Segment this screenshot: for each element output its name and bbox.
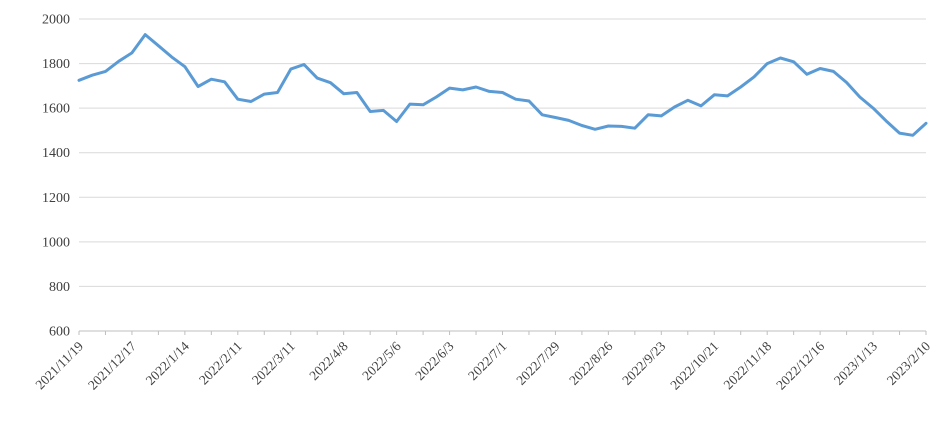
x-axis-label: 2022/3/11 — [249, 339, 298, 388]
y-axis-label: 1000 — [42, 235, 70, 250]
x-axis-label: 2022/6/3 — [412, 338, 457, 383]
series-line — [77, 33, 928, 137]
x-axis-label: 2022/2/11 — [196, 339, 245, 388]
x-axis-label: 2022/8/26 — [566, 338, 615, 387]
x-axis-label: 2022/11/18 — [721, 338, 775, 392]
x-axis-label: 2023/2/10 — [884, 338, 933, 387]
x-axis-label: 2022/7/1 — [465, 339, 510, 384]
y-axis-label: 2000 — [42, 13, 70, 28]
x-axis-label: 2021/11/19 — [32, 338, 86, 392]
x-axis-label: 2022/12/16 — [773, 338, 827, 392]
x-axis-label: 2022/5/6 — [359, 338, 404, 383]
y-axis-label: 1800 — [42, 57, 70, 72]
x-axis-label: 2022/1/14 — [143, 338, 192, 387]
y-axis-label: 1400 — [42, 146, 70, 161]
x-axis-label: 2023/1/13 — [831, 338, 880, 387]
y-axis-label: 800 — [49, 280, 70, 295]
x-axis-label: 2022/4/8 — [306, 338, 351, 383]
y-axis-label: 600 — [49, 325, 70, 340]
y-axis-label: 1600 — [42, 102, 70, 117]
x-axis-label: 2022/10/21 — [667, 339, 721, 393]
x-axis-label: 2022/9/23 — [619, 338, 668, 387]
y-axis-label: 1200 — [42, 191, 70, 206]
x-axis-label: 2022/7/29 — [513, 338, 562, 387]
x-axis-label: 2021/12/17 — [85, 338, 139, 392]
